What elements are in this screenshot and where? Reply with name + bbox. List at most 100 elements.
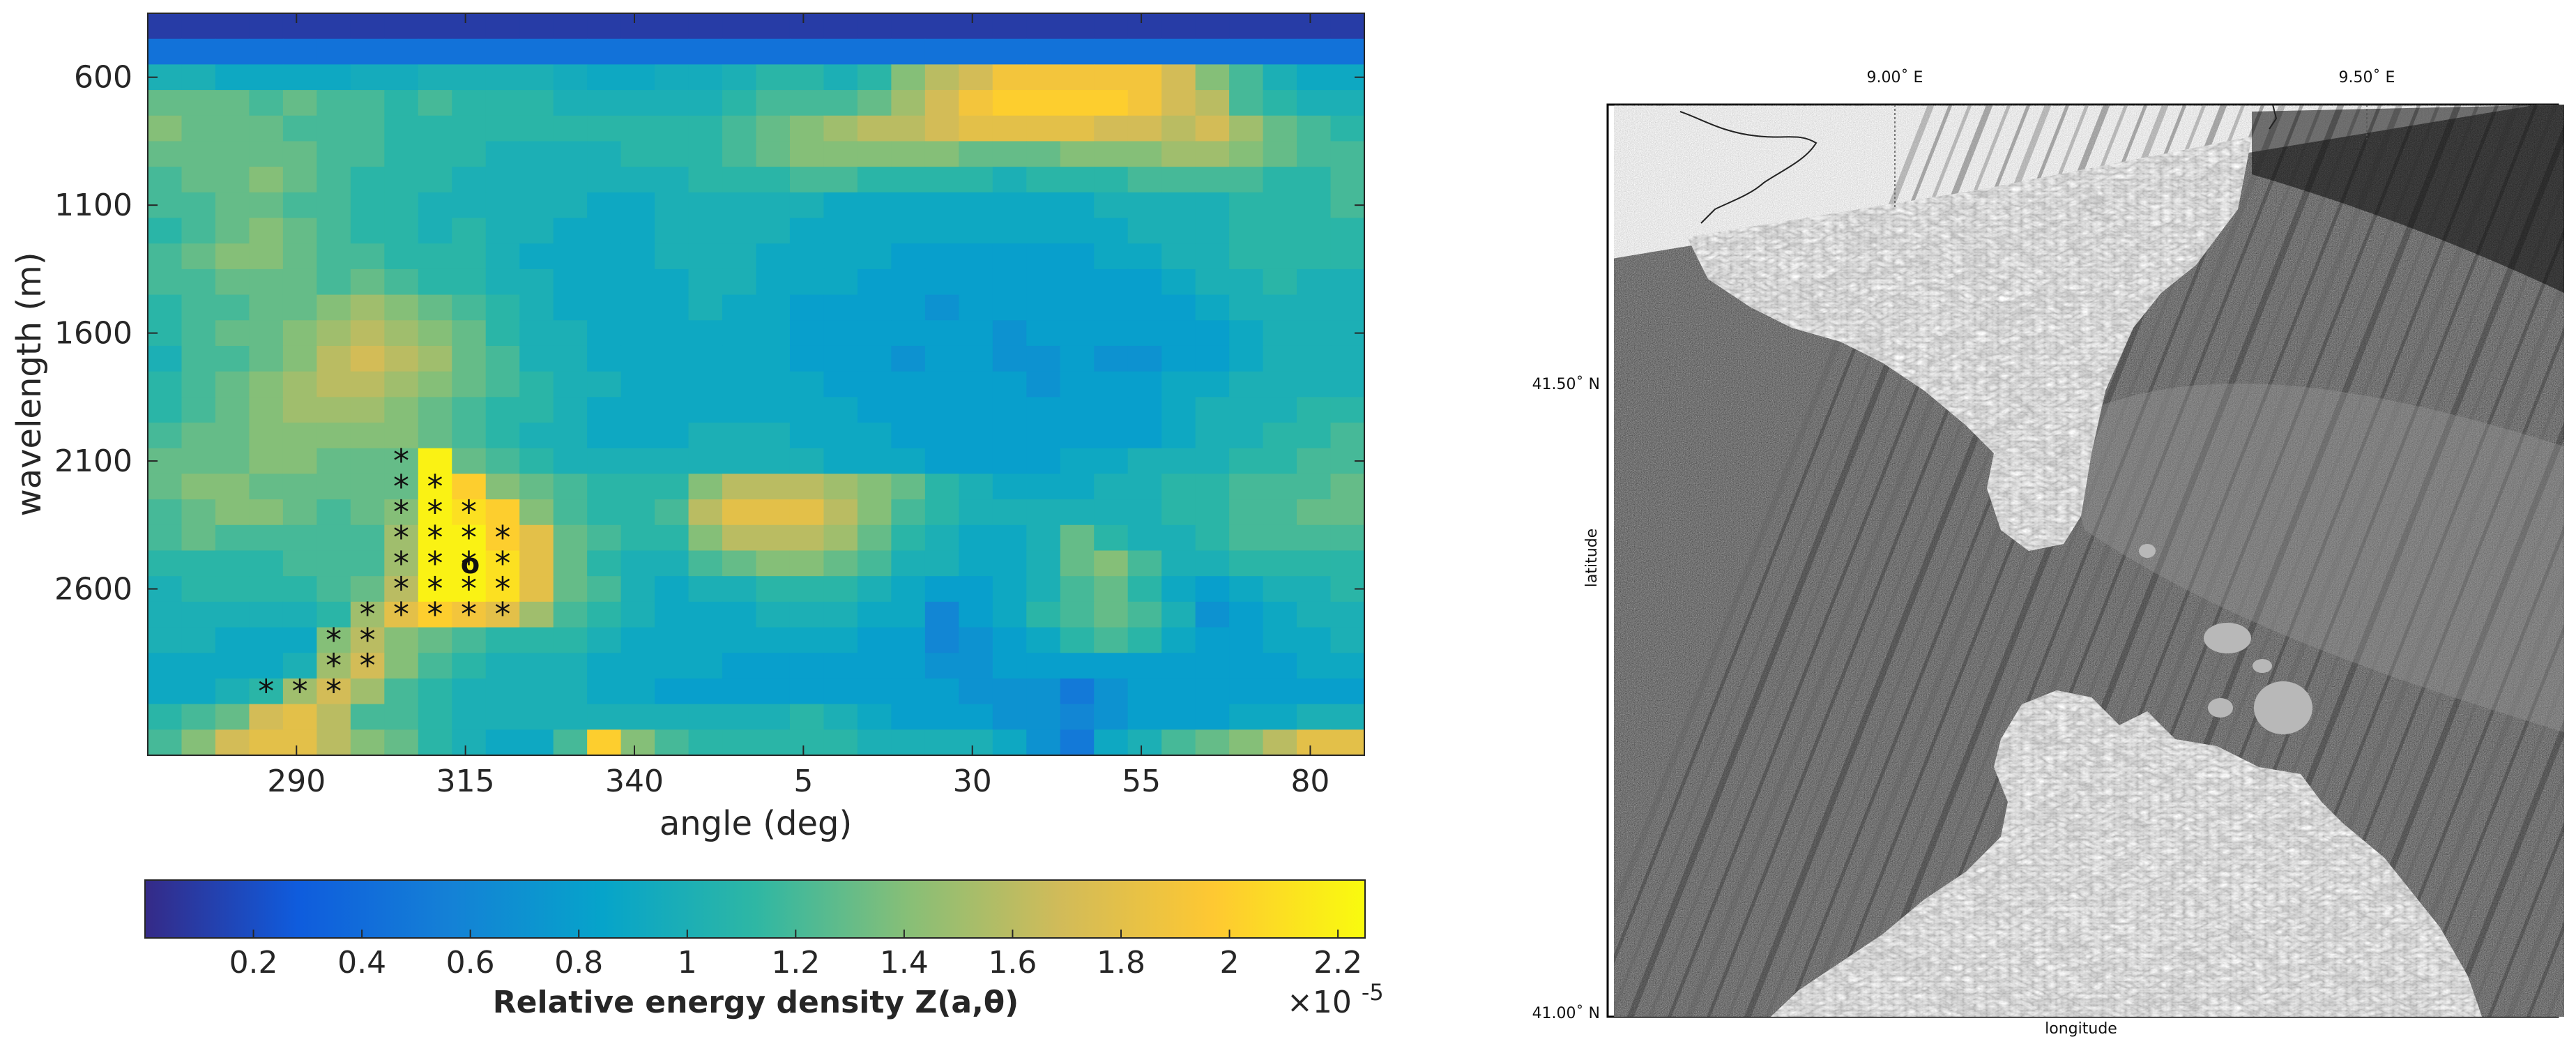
heatmap-cell — [519, 167, 554, 193]
heatmap-cell — [452, 243, 487, 270]
heatmap-cell — [418, 678, 452, 705]
heatmap-cell — [317, 345, 351, 372]
heatmap-cell — [452, 167, 487, 193]
heatmap-cell — [181, 64, 216, 91]
heatmap-cell — [823, 167, 858, 193]
heatmap-cell — [924, 601, 959, 628]
heatmap-cell — [384, 320, 419, 347]
heatmap-cell — [823, 13, 858, 40]
heatmap-cell — [1127, 294, 1162, 321]
heatmap-cell — [181, 550, 216, 577]
heatmap-cell — [857, 64, 892, 91]
colorbar-exponent: ×10 -5 — [1287, 979, 1384, 1020]
heatmap-cell — [1094, 729, 1129, 756]
heatmap-cell — [1263, 524, 1297, 552]
heatmap-cell — [553, 167, 588, 193]
heatmap-cell — [282, 524, 317, 552]
heatmap-cell — [249, 423, 284, 449]
heatmap-cell — [959, 268, 993, 296]
heatmap-cell — [789, 423, 825, 449]
heatmap-cell — [1026, 474, 1061, 500]
heatmap-cell — [452, 499, 487, 526]
heatmap-cell — [756, 268, 791, 296]
heatmap-cell — [1026, 192, 1061, 219]
heatmap-cell — [1026, 653, 1061, 679]
significance-star: * — [493, 519, 512, 556]
heatmap-cell — [1161, 627, 1196, 653]
heatmap-cell — [452, 64, 487, 91]
heatmap-cell — [959, 345, 993, 372]
heatmap-cell — [418, 627, 452, 653]
colorbar-tick-label: 0.4 — [337, 945, 386, 980]
heatmap-cell — [485, 474, 520, 500]
heatmap-cell — [1094, 268, 1129, 296]
heatmap-cell — [620, 524, 655, 552]
heatmap-cell — [215, 115, 250, 142]
significance-star: * — [392, 519, 411, 556]
heatmap-cell — [148, 474, 183, 500]
heatmap-cell — [688, 601, 723, 628]
heatmap-cell — [722, 192, 757, 219]
heatmap-cell — [688, 141, 723, 167]
heatmap-cell — [1161, 704, 1196, 730]
heatmap-cell — [148, 550, 183, 577]
heatmap-cell — [282, 653, 317, 679]
heatmap-cell — [1127, 474, 1162, 500]
colorbar-title: Relative energy density Z(a,θ) — [493, 985, 1019, 1020]
heatmap-cell — [1229, 448, 1264, 475]
heatmap-cell — [959, 243, 993, 270]
heatmap-cell — [1297, 90, 1332, 116]
heatmap-cell — [789, 448, 825, 475]
heatmap-cell — [1127, 524, 1162, 552]
heatmap-cell — [1127, 64, 1162, 91]
heatmap-cell — [215, 13, 250, 40]
heatmap-cell — [1127, 268, 1162, 296]
heatmap-cell — [384, 499, 419, 526]
corsica-landmass-texture — [1687, 137, 2252, 551]
heatmap-cell — [823, 371, 858, 397]
heatmap-cell — [350, 448, 385, 475]
heatmap-cell — [722, 601, 757, 628]
heatmap-cell — [1026, 550, 1061, 577]
heatmap-cell — [823, 627, 858, 653]
heatmap-cell — [959, 653, 993, 679]
heatmap-cell — [452, 627, 487, 653]
heatmap-cell — [418, 371, 452, 397]
heatmap-cell — [519, 13, 554, 40]
heatmap-cell — [1263, 627, 1297, 653]
heatmap-cell — [1330, 243, 1365, 270]
heatmap-cell — [553, 115, 588, 142]
heatmap-cell — [282, 448, 317, 475]
heatmap-cell — [1263, 423, 1297, 449]
heatmap-cell — [181, 371, 216, 397]
heatmap-cell — [823, 192, 858, 219]
heatmap-cell — [722, 397, 757, 423]
heatmap-cell — [1094, 448, 1129, 475]
heatmap-cell — [620, 115, 655, 142]
heatmap-cell — [1094, 115, 1129, 142]
heatmap-cell — [959, 524, 993, 552]
heatmap-cell — [857, 576, 892, 603]
heatmap-cell — [1060, 474, 1095, 500]
heatmap-cell — [1263, 115, 1297, 142]
lat-label-41.00N: 41.00˚ N — [1532, 1005, 1600, 1022]
heatmap-cell — [857, 90, 892, 116]
heatmap-cell — [1229, 704, 1264, 730]
heatmap-cell — [1094, 601, 1129, 628]
heatmap-cell — [1127, 678, 1162, 705]
heatmap-cell — [722, 90, 757, 116]
heatmap-cell — [485, 524, 520, 552]
heatmap-cell — [148, 38, 183, 65]
heatmap-cell — [317, 550, 351, 577]
heatmap-cell — [992, 678, 1027, 705]
heatmap-cell — [1060, 243, 1095, 270]
heatmap-cell — [249, 64, 284, 91]
heatmap-cell — [655, 345, 689, 372]
heatmap-cell — [789, 167, 825, 193]
heatmap-cell — [1195, 192, 1230, 219]
heatmap-cells — [148, 13, 1365, 756]
heatmap-cell — [384, 294, 419, 321]
heatmap-cell — [722, 38, 757, 65]
heatmap-cell — [1127, 576, 1162, 603]
heatmap-cell — [891, 141, 926, 167]
